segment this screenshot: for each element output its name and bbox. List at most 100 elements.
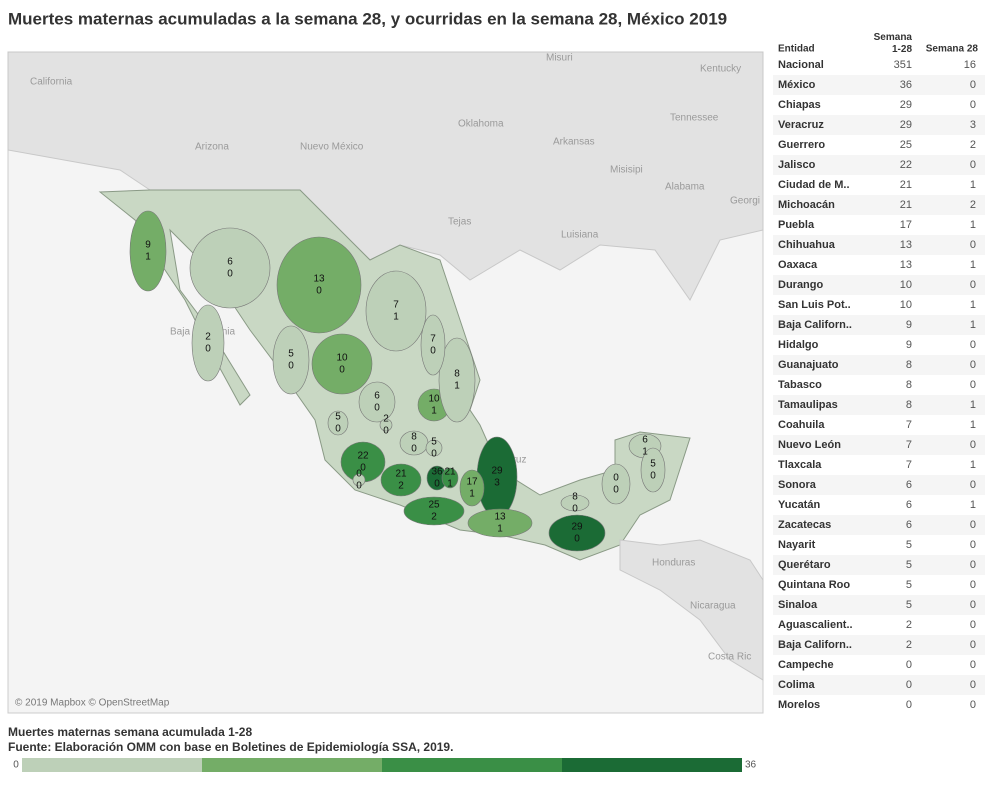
row-week: 1 <box>970 419 976 431</box>
state-shape <box>352 473 366 487</box>
map: © 2019 Mapbox © OpenStreetMap California… <box>7 51 764 714</box>
state-shape <box>365 270 427 352</box>
state-cum: 6 <box>374 391 380 402</box>
state-shapes <box>129 210 666 552</box>
row-band <box>773 595 985 615</box>
state-cum: 21 <box>444 467 456 478</box>
state-cum: 8 <box>572 492 578 503</box>
state-shape <box>560 494 590 512</box>
row-cum: 10 <box>900 299 912 311</box>
place-label: Nuevo México <box>300 142 364 153</box>
row-cum: 5 <box>906 599 912 611</box>
state-shape <box>191 304 225 382</box>
row-cum: 7 <box>906 439 912 451</box>
state-week: 0 <box>205 344 211 355</box>
row-cum: 0 <box>906 659 912 671</box>
row-name: Nacional <box>778 59 824 71</box>
state-week: 0 <box>431 449 437 460</box>
row-band <box>773 395 985 415</box>
legend-max: 36 <box>745 760 757 771</box>
row-week: 0 <box>970 279 976 291</box>
state-cum: 13 <box>494 512 506 523</box>
row-name: Baja Californ.. <box>778 319 852 331</box>
place-label: Arizona <box>195 142 229 153</box>
state-week: 0 <box>288 361 294 372</box>
row-band <box>773 475 985 495</box>
state-cum: 17 <box>466 477 478 488</box>
legend-step <box>562 758 742 772</box>
state-week: 0 <box>613 485 619 496</box>
row-week: 1 <box>970 179 976 191</box>
legend-step <box>202 758 382 772</box>
row-week: 1 <box>970 299 976 311</box>
row-week: 0 <box>970 639 976 651</box>
state-shape <box>403 496 465 526</box>
place-label: Tennessee <box>670 113 719 124</box>
header-entidad: Entidad <box>778 44 815 55</box>
row-band <box>773 635 985 655</box>
row-cum: 13 <box>900 259 912 271</box>
state-shape <box>189 227 271 309</box>
state-cum: 8 <box>454 369 460 380</box>
row-name: Durango <box>778 279 824 291</box>
state-shape <box>420 314 446 376</box>
state-cum: 2 <box>383 414 389 425</box>
state-cum: 29 <box>491 466 503 477</box>
row-cum: 2 <box>906 639 912 651</box>
row-week: 1 <box>970 459 976 471</box>
state-week: 0 <box>411 444 417 455</box>
row-name: Quintana Roo <box>778 579 850 591</box>
row-cum: 25 <box>900 139 912 151</box>
row-name: Tabasco <box>778 379 822 391</box>
state-week: 0 <box>360 463 366 474</box>
row-name: Nayarit <box>778 539 816 551</box>
row-week: 1 <box>970 399 976 411</box>
row-cum: 29 <box>900 99 912 111</box>
place-label: Oklahoma <box>458 119 504 130</box>
state-shape <box>548 514 606 552</box>
row-week: 0 <box>970 519 976 531</box>
place-label: Luisiana <box>561 230 599 241</box>
row-name: Chiapas <box>778 99 821 111</box>
row-band <box>773 235 985 255</box>
state-shape <box>129 210 167 292</box>
state-cum: 5 <box>650 459 656 470</box>
row-week: 0 <box>970 599 976 611</box>
state-cum: 8 <box>411 432 417 443</box>
state-week: 1 <box>447 479 453 490</box>
state-week: 0 <box>650 471 656 482</box>
row-week: 1 <box>970 219 976 231</box>
state-shape <box>441 467 459 489</box>
state-shape <box>380 463 422 497</box>
state-cum: 21 <box>395 469 407 480</box>
row-cum: 9 <box>906 319 912 331</box>
row-name: Coahuila <box>778 419 825 431</box>
legend-title: Muertes maternas semana acumulada 1-28 <box>8 725 252 739</box>
state-cum: 0 <box>356 469 362 480</box>
state-shape <box>272 325 310 395</box>
row-week: 1 <box>970 319 976 331</box>
row-week: 0 <box>970 579 976 591</box>
row-cum: 6 <box>906 499 912 511</box>
row-week: 1 <box>970 259 976 271</box>
row-band <box>773 115 985 135</box>
state-shape <box>379 418 393 432</box>
state-week: 1 <box>497 524 503 535</box>
row-name: Baja Californ.. <box>778 639 852 651</box>
state-week: 1 <box>393 312 399 323</box>
state-week: 0 <box>227 269 233 280</box>
legend: Muertes maternas semana acumulada 1-28 F… <box>8 725 757 772</box>
state-week: 0 <box>316 286 322 297</box>
state-cum: 10 <box>428 394 440 405</box>
state-shape <box>311 333 373 395</box>
row-band <box>773 315 985 335</box>
row-week: 0 <box>970 539 976 551</box>
row-week: 0 <box>970 79 976 91</box>
row-name: Nuevo León <box>778 439 841 451</box>
state-shape <box>459 469 485 507</box>
row-name: México <box>778 79 816 91</box>
central-america-land <box>619 539 764 681</box>
row-cum: 36 <box>900 79 912 91</box>
row-name: Aguascalient.. <box>778 619 853 631</box>
row-week: 0 <box>970 559 976 571</box>
